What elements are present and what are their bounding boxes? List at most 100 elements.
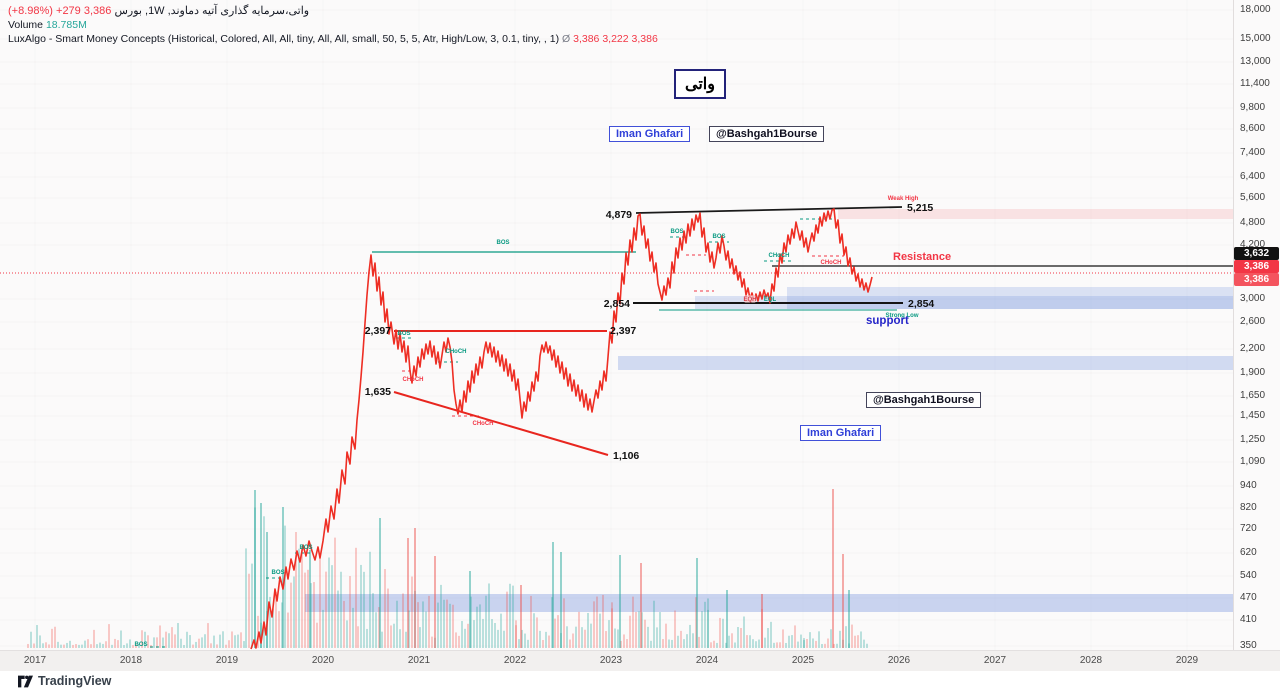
volume-bar [764,637,766,648]
volume-bar [307,569,309,648]
volume-bar [251,563,253,648]
volume-bar [812,638,814,648]
deep-demand-zone-band[interactable] [305,594,1233,612]
price-level-label: 4,879 [606,209,632,221]
volume-bar [674,610,676,648]
volume-row[interactable]: Volume 18.785M [8,18,658,32]
volume-bar [770,621,772,648]
volume-bar [665,623,667,648]
volume-bar [527,639,529,648]
volume-bar [117,640,119,648]
volume-bar [337,590,339,648]
price-line[interactable] [250,208,873,650]
volume-bar [530,595,532,648]
volume-bar [390,625,392,648]
price-axis-label: 4,200 [1240,239,1266,250]
volume-bar [90,644,92,648]
volume-bar [635,611,637,648]
volume-bar [857,635,859,648]
price-axis-label: 15,000 [1240,33,1271,44]
volume-bar [69,640,71,648]
iman-ghafari-label-top[interactable]: Iman Ghafari [609,126,691,142]
support-zone-band[interactable] [695,296,1233,309]
chart-pane[interactable]: BOS BOS BOS BOS CHoCH BOS BOS BOS CHoCH EQL CHoCH C… [0,0,1233,650]
indicator-row[interactable]: LuxAlgo - Smart Money Concepts (Historic… [8,32,658,46]
volume-bar [767,628,769,648]
volume-bar [608,620,610,648]
volume-bar [698,636,700,648]
tradingview-logo-icon [18,675,33,687]
volume-bar [512,585,514,648]
chart-title-box[interactable]: واتی [674,69,726,99]
volume-bar [343,600,345,648]
volume-bar [105,641,107,648]
volume-bar [725,642,727,648]
volume-bar [683,639,685,648]
time-axis[interactable]: 2017 2018 2019 2020 2021 2022 2023 2024 2025 2026… [0,650,1280,672]
smc-label: BOS [271,570,284,576]
volume-bar [656,627,658,648]
resistance-zone-band[interactable] [838,209,1233,219]
price-axis-label: 2,600 [1240,316,1266,327]
smc-label: Strong Low [886,313,919,319]
symbol-row[interactable]: (+8.98%) +279 3,386 واتی،سرمایه گذاری آت… [8,4,658,18]
volume-bar [375,612,377,648]
volume-bar [93,629,95,648]
price-axis-label: 1,900 [1240,367,1266,378]
bashgah-label-top[interactable]: @Bashgah1Bourse [709,126,825,142]
volume-spike [266,532,268,648]
volume-bar [722,618,724,648]
volume-bar [617,629,619,648]
symbol-name[interactable]: واتی،سرمایه گذاری آتیه دماوند, 1W, بورس [114,5,310,17]
volume-bar [821,643,823,648]
price-axis-label: 540 [1240,570,1257,581]
volume-bar [680,630,682,648]
volume-bar [183,644,185,648]
volume-bar [313,582,315,648]
volume-bar [542,639,544,648]
price-axis[interactable]: 18,000 15,000 13,000 11,400 9,800 8,600 7,400 6… [1233,0,1280,671]
volume-bar [482,618,484,648]
weak-high-trendline[interactable] [635,206,903,214]
volume-bar [707,598,709,648]
volume-bar [369,551,371,648]
volume-bar [437,602,439,648]
volume-bar [204,634,206,648]
volume-bar [393,623,395,648]
volume-bar [632,596,634,648]
volume-bar [440,584,442,648]
volume-bar [866,643,868,648]
tradingview-logo[interactable]: TradingView [18,674,111,688]
volume-spike [414,528,416,648]
demand-zone-band[interactable] [618,356,1233,370]
volume-bar [108,624,110,648]
volume-bar [248,573,250,648]
bashgah-label-bottom[interactable]: @Bashgah1Bourse [866,392,982,408]
volume-bar [779,642,781,648]
volume-bar [186,631,188,648]
volume-bar [650,640,652,648]
volume-bar [716,642,718,648]
volume-bar [443,599,445,648]
volume-bar [515,625,517,648]
price-chart-canvas[interactable]: BOS BOS BOS BOS CHoCH BOS BOS BOS CHoCH EQL CHoCH C… [0,0,1233,650]
volume-bar [346,620,348,648]
support-label[interactable]: support [866,315,909,327]
resistance-label[interactable]: Resistance [893,251,952,263]
smc-label: EQH [743,297,756,303]
volume-bar [417,602,419,648]
descending-trendline[interactable] [393,391,609,456]
iman-ghafari-label-bottom[interactable]: Iman Ghafari [800,425,882,441]
smc-label: CHoCH [821,260,842,266]
volume-bar [99,642,101,648]
volume-bar [815,640,817,648]
volume-bar [96,644,98,648]
volume-bar [257,615,259,648]
volume-bar [405,631,407,648]
volume-bar [800,634,802,648]
legend: (+8.98%) +279 3,386 واتی،سرمایه گذاری آت… [8,4,658,46]
price-axis-label: 470 [1240,592,1257,603]
price-axis-label: 2,200 [1240,343,1266,354]
time-axis-label: 2027 [983,655,1007,666]
volume-bar [494,622,496,648]
